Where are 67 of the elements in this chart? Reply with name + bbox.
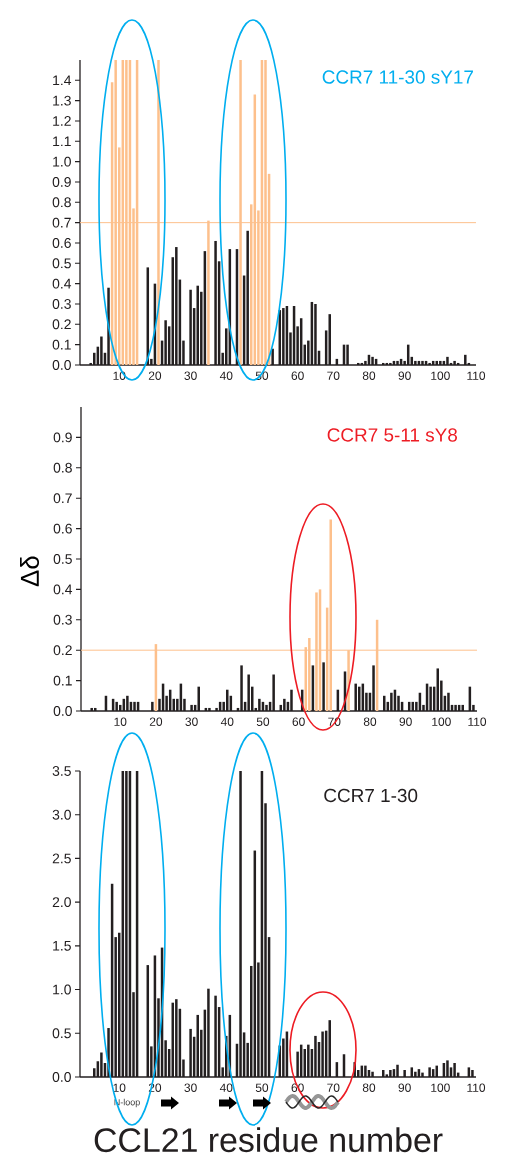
y-tick-label: 0.2 xyxy=(52,319,71,330)
y-tick-label: 0.0 xyxy=(52,1072,71,1082)
x-tick-label: 90 xyxy=(398,371,411,380)
x-tick-label: 20 xyxy=(148,371,162,380)
y-tick-label: 1.2 xyxy=(53,116,71,126)
x-tick-label: 50 xyxy=(256,717,270,726)
y-tick-label: 0.5 xyxy=(52,258,71,269)
y-tick-label: 0.3 xyxy=(53,614,72,625)
y-tick-label: 0.1 xyxy=(53,675,72,686)
y-tick-label: 3.5 xyxy=(52,766,71,776)
x-tick-label: 30 xyxy=(184,1083,197,1092)
x-tick-label: 110 xyxy=(468,717,487,726)
y-tick-label: 0.0 xyxy=(52,360,71,370)
x-tick-label: 80 xyxy=(362,1083,376,1092)
x-tick-label: 110 xyxy=(467,371,486,380)
x-tick-label: 90 xyxy=(399,717,412,726)
y-tick-label: 0.6 xyxy=(52,238,71,248)
x-tick-label: 60 xyxy=(292,717,305,726)
x-tick-label: 70 xyxy=(327,1083,340,1092)
x-tick-label: 100 xyxy=(432,717,451,726)
x-tick-label: 90 xyxy=(398,1083,411,1092)
x-tick-label: 70 xyxy=(327,371,340,380)
x-tick-label: 40 xyxy=(219,1083,233,1092)
x-axis-title: CCL21 residue number xyxy=(94,1127,443,1153)
y-tick-label: 0.5 xyxy=(53,554,72,564)
x-tick-label: 40 xyxy=(219,371,233,380)
y-tick-label: 0.7 xyxy=(53,493,72,504)
y-tick-label: 0.9 xyxy=(52,177,71,187)
y-tick-label: 0.4 xyxy=(52,278,72,289)
y-tick-label: 0.6 xyxy=(53,523,72,534)
y-tick-label: 1.5 xyxy=(53,940,71,951)
x-tick-label: 50 xyxy=(255,1083,269,1092)
y-tick-label: 0.4 xyxy=(53,584,73,595)
x-tick-label: 80 xyxy=(362,371,376,380)
y-tick-label: 1.3 xyxy=(53,95,71,106)
y-tick-label: 0.9 xyxy=(53,432,72,443)
x-tick-label: 100 xyxy=(431,1083,450,1092)
y-tick-label: 0.1 xyxy=(52,339,71,350)
x-tick-label: 30 xyxy=(184,371,197,380)
y-tick-label: 1.0 xyxy=(53,984,71,995)
y-tick-label: 1.1 xyxy=(53,136,71,147)
x-tick-label: 100 xyxy=(431,371,450,380)
x-tick-label: 10 xyxy=(113,1083,126,1092)
x-tick-label: 40 xyxy=(220,717,234,726)
x-tick-label: 10 xyxy=(114,717,127,726)
y-tick-label: 1.4 xyxy=(53,75,72,86)
y-tick-label: 1.0 xyxy=(53,156,71,167)
text: CCR7 5-11 sY8 xyxy=(327,428,458,442)
y-tick-label: 0.5 xyxy=(52,1028,71,1039)
y-axis-title: Δδ xyxy=(20,556,40,587)
y-tick-label: 3.0 xyxy=(52,809,71,820)
y-tick-label: 2.0 xyxy=(52,897,71,908)
chart-title: CCR7 11-30 sY17 xyxy=(322,70,473,84)
y-tick-label: 0.3 xyxy=(52,299,71,309)
y-tick-label: 0.0 xyxy=(53,706,72,716)
x-tick-label: 10 xyxy=(113,371,126,380)
x-tick-label: 110 xyxy=(467,1083,486,1092)
y-tick-label: 0.2 xyxy=(53,645,72,656)
y-tick-label: 2.5 xyxy=(52,853,71,864)
y-tick-label: 0.8 xyxy=(53,462,72,473)
x-tick-label: 20 xyxy=(149,717,163,726)
y-tick-label: 0.8 xyxy=(52,197,71,208)
x-tick-label: 30 xyxy=(185,717,198,726)
x-tick-label: 60 xyxy=(291,371,304,380)
text: CCR7 1-30 xyxy=(324,788,418,803)
x-tick-label: 80 xyxy=(363,717,377,726)
y-tick-label: 0.7 xyxy=(52,217,71,228)
